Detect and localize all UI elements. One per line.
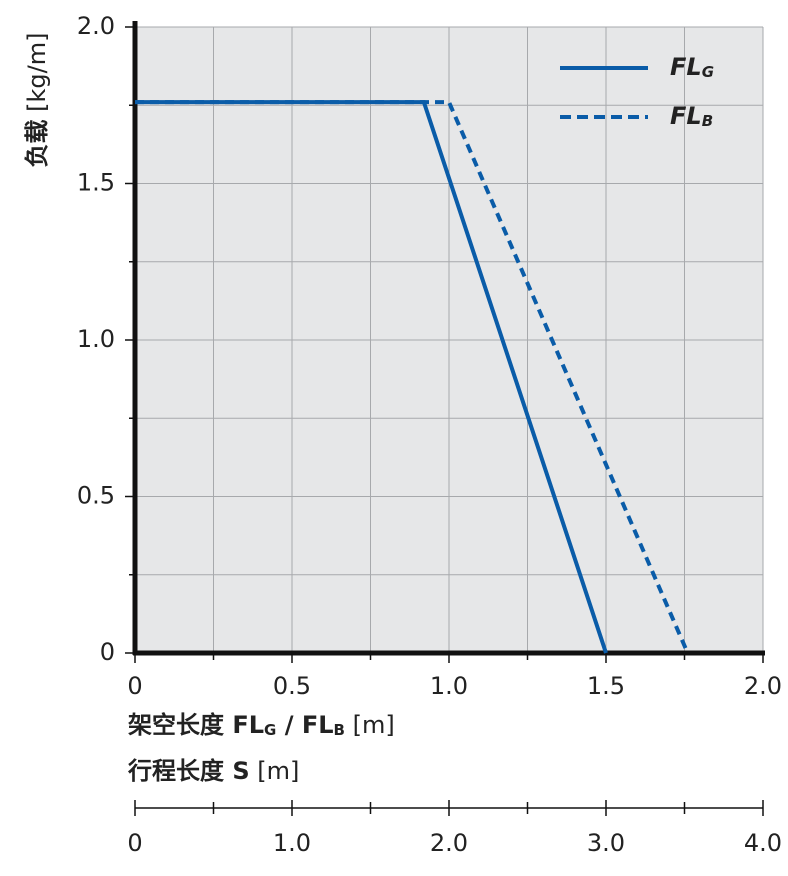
x2-tick-label: 0 <box>127 829 142 857</box>
x-tick-label: 2.0 <box>744 672 782 700</box>
y-tick-label: 2.0 <box>77 12 115 40</box>
y-tick-label: 1.0 <box>77 325 115 353</box>
legend-subscript: B <box>702 112 713 130</box>
x-tick-label: 0 <box>127 672 142 700</box>
x-axis-label-part: B <box>334 721 345 739</box>
x2-axis-label: 行程长度 S [m] <box>127 757 299 785</box>
x-axis-label-part: / FL <box>276 711 333 739</box>
legend-name: FL <box>670 102 702 130</box>
y-tick-label: 1.5 <box>77 169 115 197</box>
x-tick-label: 1.5 <box>587 672 625 700</box>
y-axis-label-part: 负载 <box>23 119 51 167</box>
x2-tick-label: 4.0 <box>744 829 782 857</box>
legend-label: FLG <box>670 53 714 81</box>
x-tick-label: 0.5 <box>273 672 311 700</box>
x-tick-label: 1.0 <box>430 672 468 700</box>
x-axis-label-part: 架空长度 FL <box>128 711 264 739</box>
y-axis-label: 负载 [kg/m] <box>23 33 51 168</box>
x-axis-label-part: G <box>264 721 276 739</box>
x2-tick-label: 2.0 <box>430 829 468 857</box>
legend-subscript: G <box>702 63 714 81</box>
x2-tick-label: 1.0 <box>273 829 311 857</box>
y-tick-label: 0.5 <box>77 482 115 510</box>
x2-axis-label-part: [m] <box>250 757 300 785</box>
y-axis-label-part: [kg/m] <box>23 33 51 120</box>
x2-tick-label: 3.0 <box>587 829 625 857</box>
x-axis-label: 架空长度 FLG / FLB [m] <box>128 711 395 739</box>
legend-name: FL <box>670 53 702 81</box>
legend-label: FLB <box>670 102 713 130</box>
x-axis-label-part: [m] <box>345 711 395 739</box>
x2-axis-label-part: 行程长度 S <box>127 757 250 785</box>
y-tick-label: 0 <box>100 638 115 666</box>
